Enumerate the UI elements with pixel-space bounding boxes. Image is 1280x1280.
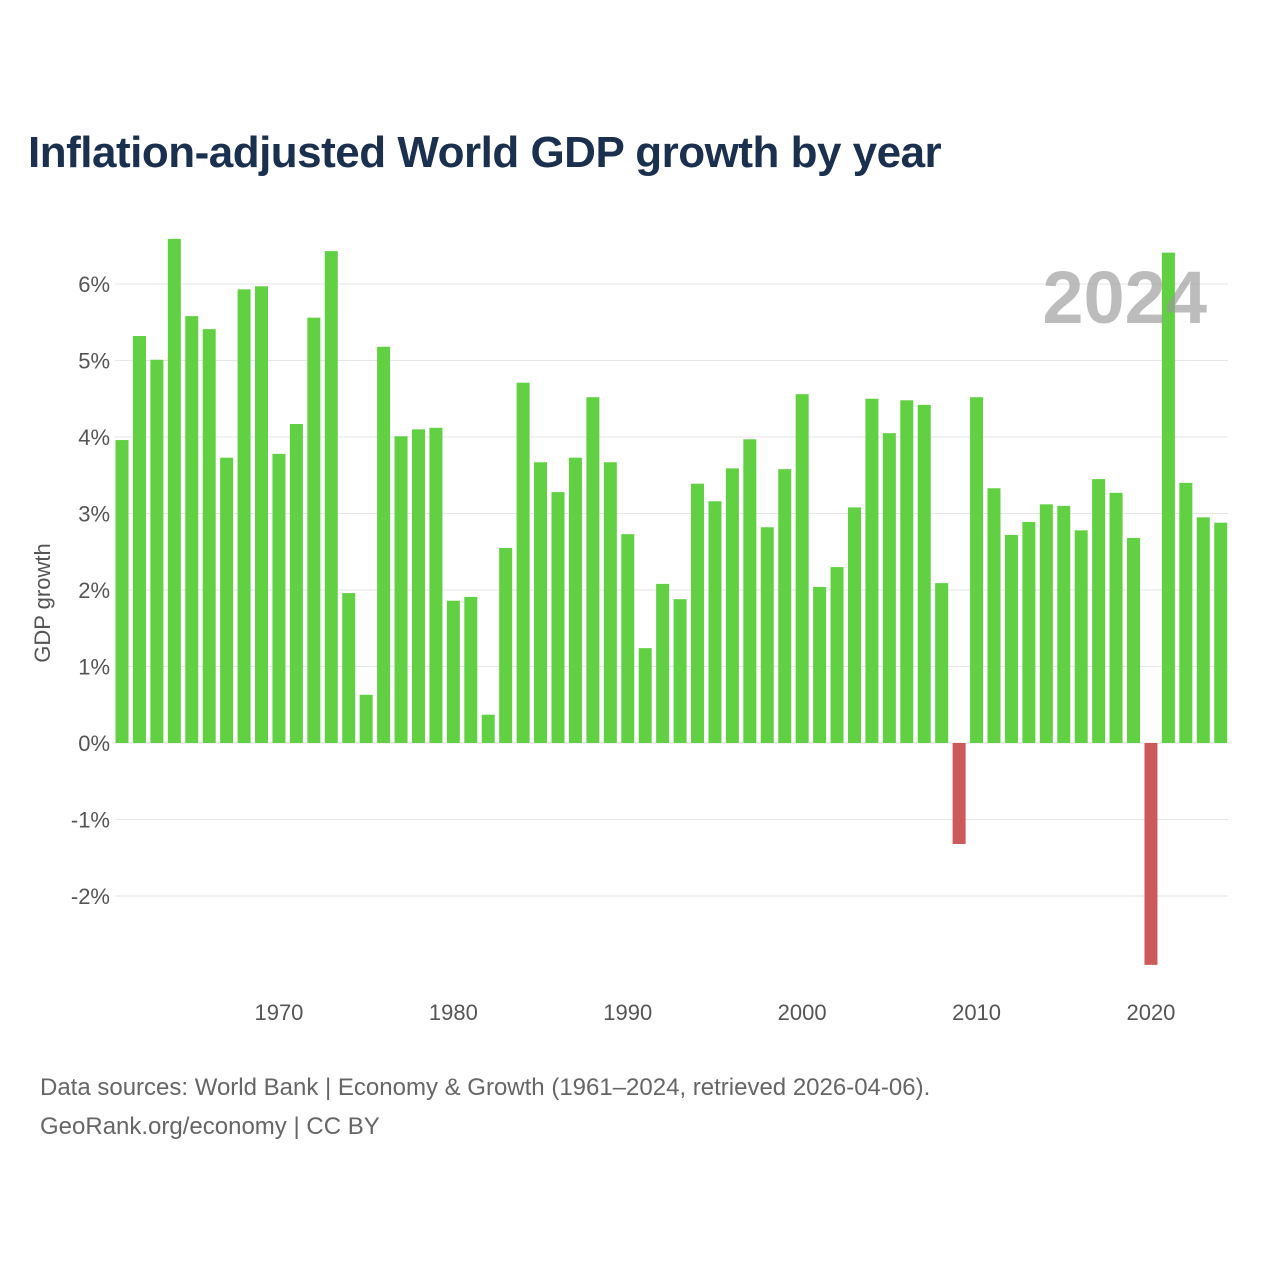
bar-2017[interactable] [1092, 479, 1106, 743]
bar-2019[interactable] [1127, 537, 1141, 743]
bar-1982[interactable] [481, 714, 495, 743]
bar-1983[interactable] [499, 547, 513, 743]
bar-1987[interactable] [568, 457, 582, 743]
bar-1986[interactable] [551, 492, 565, 743]
bar-1973[interactable] [324, 251, 338, 744]
bar-1980[interactable] [446, 600, 460, 743]
bar-1993[interactable] [673, 599, 687, 743]
bar-1970[interactable] [272, 453, 286, 743]
attribution-link[interactable]: GeoRank.org/economy | CC BY [40, 1113, 380, 1140]
bar-1963[interactable] [150, 359, 164, 743]
data-source-note: Data sources: World Bank | Economy & Gro… [40, 1074, 931, 1101]
footer: Data sources: World Bank | Economy & Gro… [40, 1068, 930, 1146]
y-tick-label: 4% [78, 425, 110, 450]
bar-2006[interactable] [900, 400, 914, 743]
bar-1990[interactable] [621, 534, 635, 743]
bar-1972[interactable] [307, 317, 321, 743]
bar-2022[interactable] [1179, 482, 1193, 743]
y-tick-label: 0% [78, 731, 110, 756]
x-tick-label: 2020 [1126, 1000, 1175, 1025]
bar-2012[interactable] [1004, 534, 1018, 743]
bar-2013[interactable] [1022, 521, 1036, 743]
bar-2010[interactable] [970, 397, 984, 743]
year-watermark: 2024 [1042, 256, 1207, 339]
bar-1974[interactable] [342, 593, 356, 743]
bar-1961[interactable] [115, 440, 129, 743]
bar-2024[interactable] [1214, 522, 1228, 743]
bar-2008[interactable] [935, 583, 949, 743]
bar-2020[interactable] [1144, 743, 1158, 965]
bar-1968[interactable] [237, 289, 251, 743]
bar-1971[interactable] [289, 423, 303, 743]
y-tick-label: 1% [78, 655, 110, 680]
bar-2021[interactable] [1161, 252, 1175, 743]
bar-1998[interactable] [760, 527, 774, 743]
x-tick-label: 2010 [952, 1000, 1001, 1025]
bar-1988[interactable] [586, 397, 600, 743]
x-tick-label: 1990 [603, 1000, 652, 1025]
y-tick-label: 6% [78, 272, 110, 297]
bar-2014[interactable] [1039, 504, 1053, 743]
y-tick-label: 3% [78, 502, 110, 527]
bar-1978[interactable] [411, 429, 425, 743]
bar-1977[interactable] [394, 436, 408, 743]
bar-1962[interactable] [132, 336, 146, 743]
bar-1992[interactable] [656, 583, 670, 743]
bar-1967[interactable] [220, 457, 234, 743]
bar-1985[interactable] [534, 462, 548, 743]
x-tick-label: 2000 [778, 1000, 827, 1025]
x-tick-label: 1980 [429, 1000, 478, 1025]
bar-1981[interactable] [464, 596, 478, 743]
bar-2002[interactable] [830, 567, 844, 743]
bar-1995[interactable] [708, 501, 722, 743]
bar-1976[interactable] [377, 346, 391, 743]
bar-2009[interactable] [952, 743, 966, 844]
bar-2018[interactable] [1109, 492, 1123, 743]
bar-1966[interactable] [202, 329, 216, 743]
bar-1984[interactable] [516, 382, 530, 743]
y-tick-label: -2% [71, 884, 110, 909]
bar-1964[interactable] [167, 238, 181, 744]
y-tick-label: 2% [78, 578, 110, 603]
bar-1979[interactable] [429, 427, 443, 743]
bar-2003[interactable] [847, 507, 861, 743]
bar-2001[interactable] [813, 586, 827, 743]
bar-2011[interactable] [987, 488, 1001, 743]
bar-1994[interactable] [691, 483, 705, 743]
y-axis-label: GDP growth [30, 543, 55, 662]
bar-2000[interactable] [795, 394, 809, 743]
bar-2023[interactable] [1196, 517, 1210, 743]
bar-2005[interactable] [882, 433, 896, 743]
bar-1965[interactable] [185, 316, 199, 743]
x-tick-label: 1970 [254, 1000, 303, 1025]
bar-2007[interactable] [917, 404, 931, 743]
bar-1975[interactable] [359, 694, 373, 743]
bar-2015[interactable] [1057, 505, 1071, 743]
y-tick-label: 5% [78, 349, 110, 374]
bar-1989[interactable] [603, 462, 617, 743]
bar-1969[interactable] [255, 286, 269, 743]
bar-2016[interactable] [1074, 530, 1088, 743]
bar-1997[interactable] [743, 439, 757, 743]
y-tick-label: -1% [71, 808, 110, 833]
bar-1996[interactable] [725, 468, 739, 743]
bar-1999[interactable] [778, 469, 792, 743]
bar-2004[interactable] [865, 398, 879, 743]
chart-title: Inflation-adjusted World GDP growth by y… [28, 128, 942, 177]
bar-1991[interactable] [638, 648, 652, 743]
